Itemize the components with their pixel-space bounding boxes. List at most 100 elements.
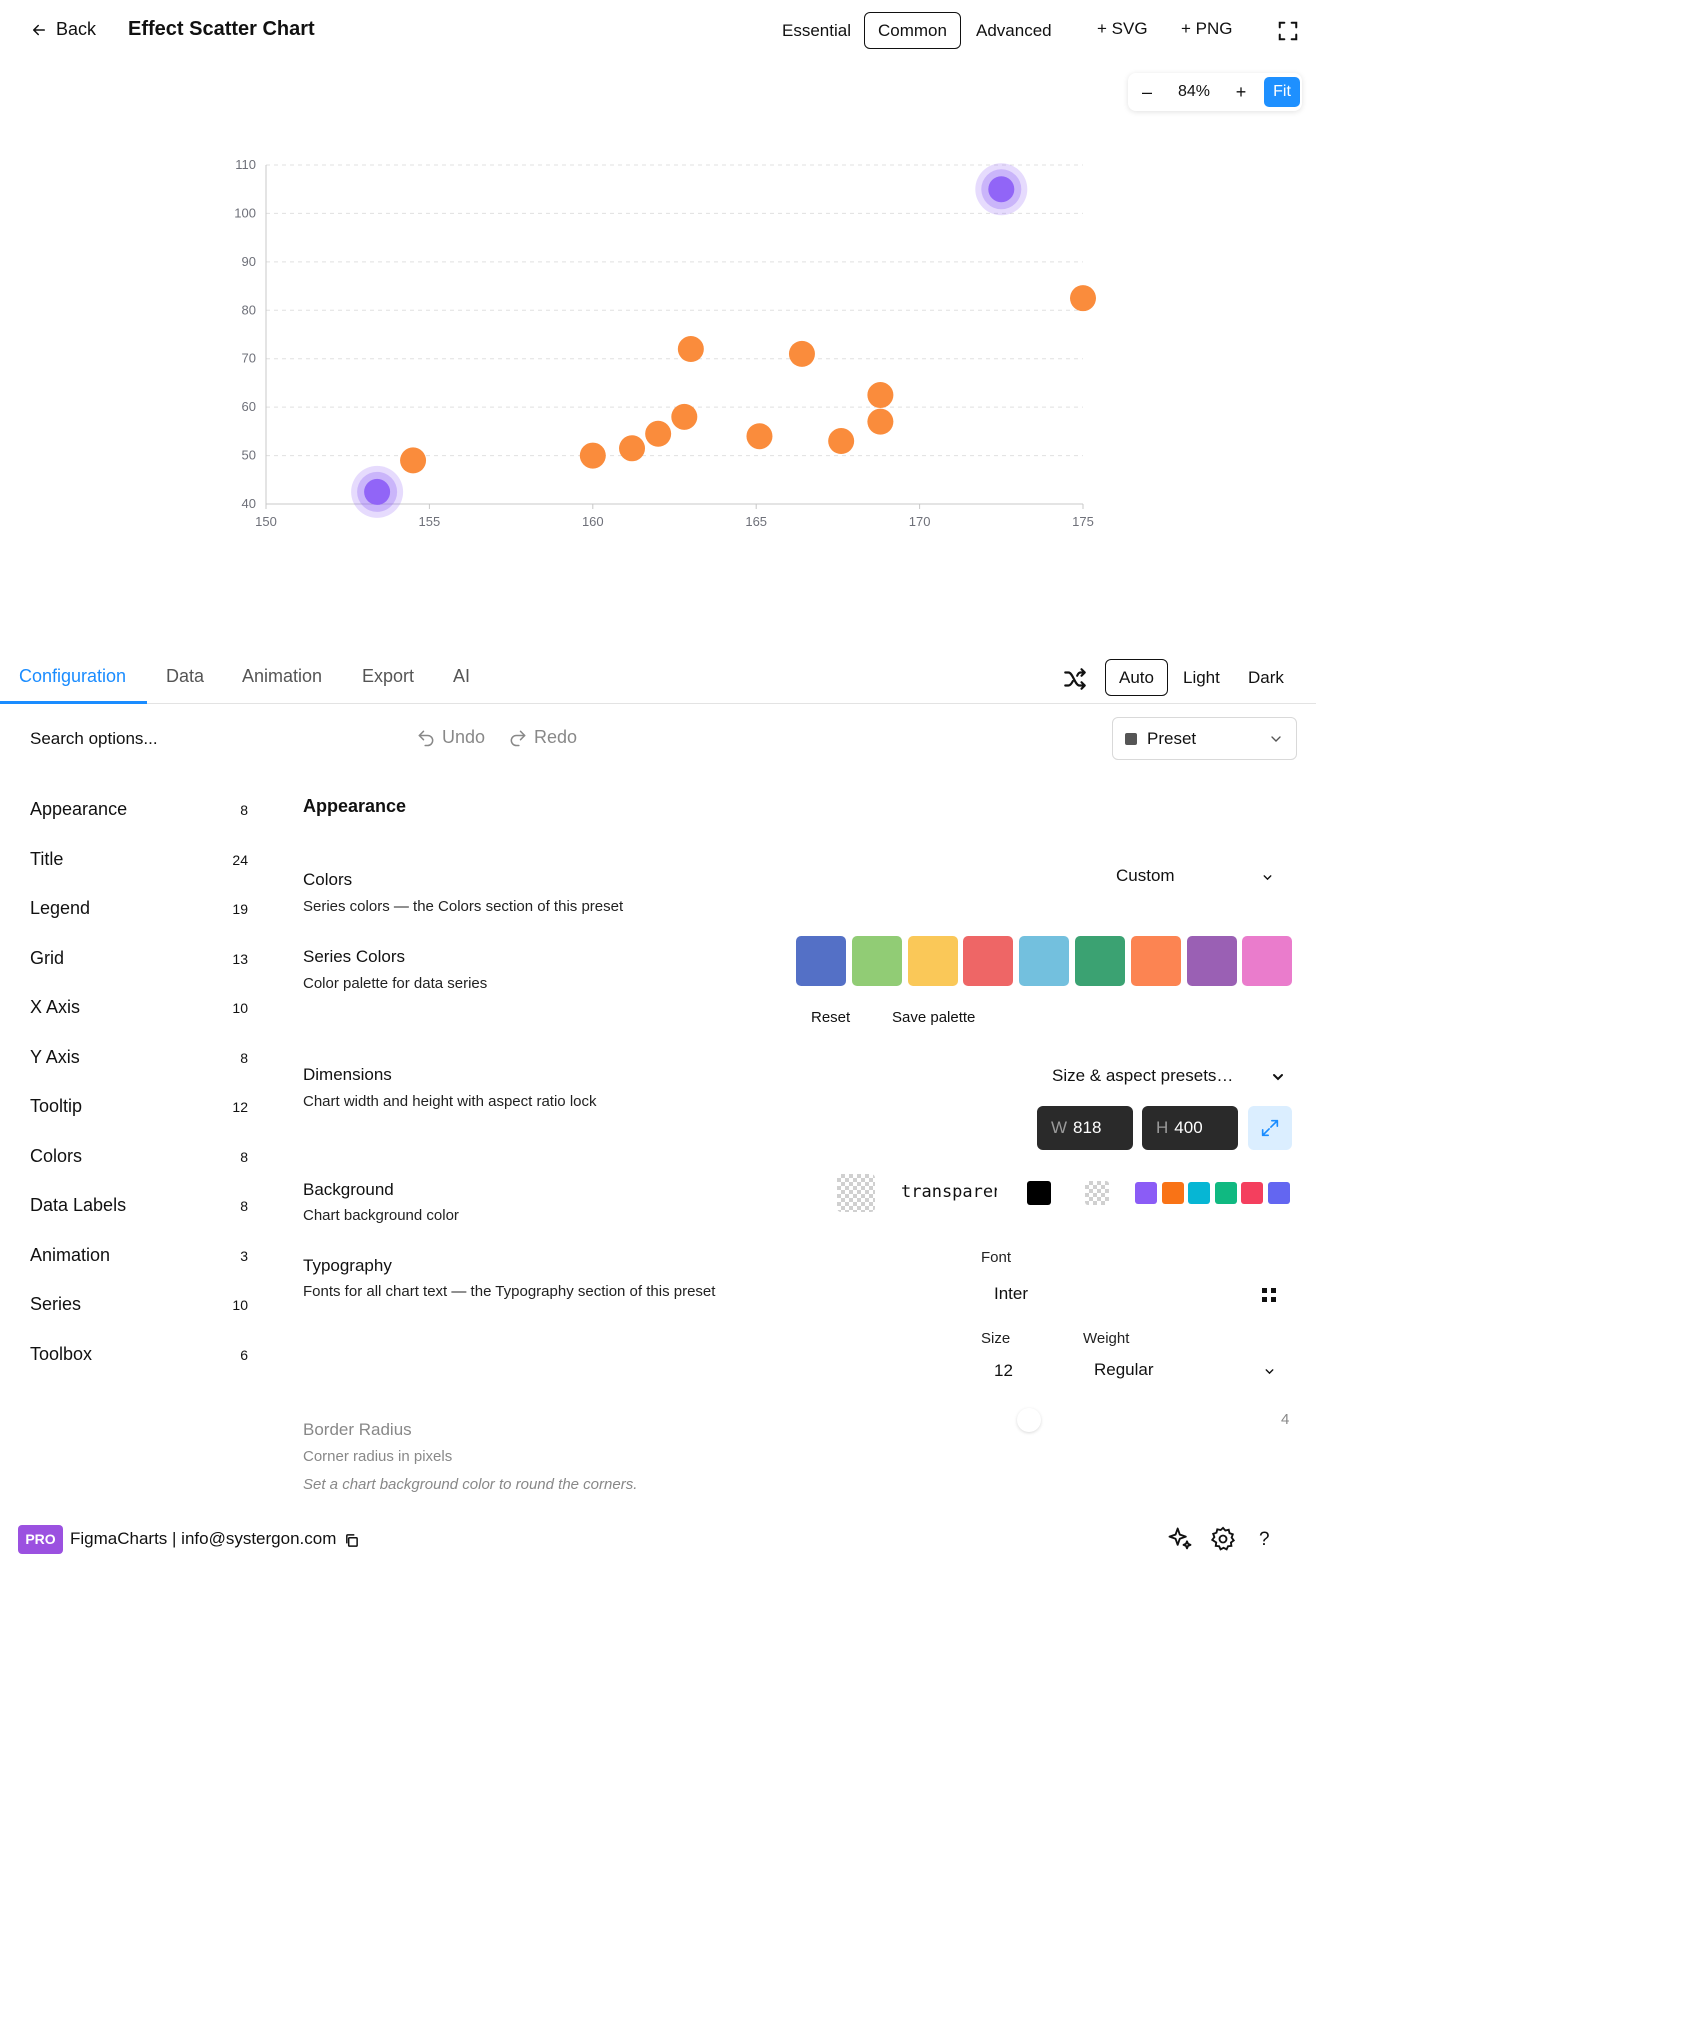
- size-presets-label: Size & aspect presets…: [1052, 1066, 1234, 1085]
- save-palette-button[interactable]: Save palette: [892, 1009, 976, 1026]
- mode-advanced[interactable]: Advanced: [976, 21, 1052, 40]
- sidebar-item-series[interactable]: Series 10: [30, 1290, 250, 1320]
- y-tick-label: 50: [242, 448, 256, 463]
- scatter-point: [645, 420, 672, 447]
- palette-swatch[interactable]: [963, 936, 1014, 986]
- height-field[interactable]: H 400: [1142, 1106, 1238, 1150]
- palette-swatch[interactable]: [1242, 936, 1293, 986]
- sidebar-item-legend[interactable]: Legend 19: [30, 894, 250, 924]
- reset-palette-button[interactable]: Reset: [811, 1009, 851, 1026]
- preset-select[interactable]: Preset: [1112, 717, 1297, 760]
- scatter-point: [677, 336, 704, 363]
- sidebar-item-count: 6: [240, 1347, 248, 1363]
- search-input[interactable]: [30, 726, 390, 752]
- expand-arrows-icon: [1261, 1119, 1279, 1137]
- palette-swatch[interactable]: [1130, 936, 1181, 986]
- gear-icon[interactable]: [1209, 1525, 1237, 1553]
- effect-point: [988, 176, 1015, 203]
- palette-swatch[interactable]: [851, 936, 902, 986]
- background-color-option[interactable]: [1135, 1182, 1157, 1204]
- background-color-swatch[interactable]: [837, 1174, 875, 1212]
- shuffle-icon[interactable]: [1062, 666, 1088, 692]
- sidebar-item-label: Title: [30, 849, 64, 869]
- palette-swatch[interactable]: [1186, 936, 1237, 986]
- help-icon[interactable]: ?: [1259, 1529, 1270, 1550]
- sidebar-item-title[interactable]: Title 24: [30, 845, 250, 875]
- sidebar-item-appearance[interactable]: Appearance 8: [30, 795, 250, 825]
- colors-select[interactable]: Custom: [1116, 866, 1282, 886]
- tab-animation[interactable]: Animation: [242, 666, 323, 686]
- sparkles-icon[interactable]: [1166, 1525, 1194, 1553]
- sidebar-item-count: 24: [232, 852, 248, 868]
- mode-essential[interactable]: Essential: [782, 21, 851, 40]
- font-weight-value: Regular: [1094, 1360, 1154, 1379]
- sidebar-item-colors[interactable]: Colors 8: [30, 1142, 250, 1172]
- scatter-point: [828, 428, 855, 455]
- tab-configuration[interactable]: Configuration: [19, 666, 127, 686]
- palette-swatch[interactable]: [796, 936, 846, 986]
- tab-ai[interactable]: AI: [453, 666, 471, 686]
- palette-swatch[interactable]: [907, 936, 958, 986]
- sidebar-item-data-labels[interactable]: Data Labels 8: [30, 1191, 250, 1221]
- y-tick-label: 80: [242, 302, 256, 317]
- fullscreen-icon[interactable]: [1277, 20, 1299, 42]
- y-tick-label: 40: [242, 496, 256, 511]
- width-field[interactable]: W 818: [1037, 1106, 1133, 1150]
- background-desc: Chart background color: [303, 1207, 459, 1224]
- copy-icon[interactable]: [344, 1533, 359, 1548]
- tab-export[interactable]: Export: [362, 666, 415, 686]
- font-select[interactable]: Inter: [994, 1284, 1029, 1303]
- scatter-point: [671, 403, 698, 430]
- sidebar-item-label: Series: [30, 1294, 82, 1314]
- background-title: Background: [303, 1180, 394, 1199]
- sidebar-item-label: Y Axis: [30, 1047, 80, 1067]
- undo-button[interactable]: Undo: [416, 727, 485, 748]
- background-color-value[interactable]: transparent: [901, 1182, 997, 1202]
- colors-title: Colors: [303, 870, 353, 889]
- redo-label: Redo: [534, 727, 578, 747]
- theme-dark[interactable]: Dark: [1248, 668, 1284, 687]
- tab-data[interactable]: Data: [166, 666, 205, 686]
- font-size-input[interactable]: 12: [994, 1361, 1013, 1380]
- x-tick-label: 150: [255, 514, 277, 529]
- grid-dots-icon[interactable]: [1262, 1288, 1276, 1302]
- zoom-fit-button[interactable]: Fit: [1264, 77, 1300, 107]
- sidebar-item-grid[interactable]: Grid 13: [30, 944, 250, 974]
- sidebar-item-tooltip[interactable]: Tooltip 12: [30, 1092, 250, 1122]
- export-svg-button[interactable]: + SVG: [1097, 19, 1148, 38]
- sidebar-item-toolbox[interactable]: Toolbox 6: [30, 1340, 250, 1370]
- sidebar-item-count: 8: [240, 802, 248, 818]
- back-button[interactable]: Back: [30, 19, 96, 40]
- redo-button[interactable]: Redo: [508, 727, 577, 748]
- x-tick-label: 175: [1072, 514, 1094, 529]
- height-value: 400: [1174, 1118, 1203, 1137]
- palette-swatch[interactable]: [1019, 936, 1070, 986]
- size-presets-select[interactable]: Size & aspect presets…: [1052, 1066, 1290, 1086]
- font-weight-select[interactable]: Regular: [1094, 1360, 1280, 1380]
- background-color-option[interactable]: [1161, 1182, 1184, 1204]
- aspect-lock-button[interactable]: [1248, 1106, 1292, 1150]
- y-tick-label: 60: [242, 399, 256, 414]
- sidebar-item-animation[interactable]: Animation 3: [30, 1241, 250, 1271]
- sidebar-item-label: Animation: [30, 1245, 111, 1265]
- background-color-option[interactable]: [1214, 1182, 1237, 1204]
- zoom-out-button[interactable]: –: [1141, 81, 1152, 102]
- background-color-option[interactable]: [1188, 1182, 1210, 1204]
- background-color-option[interactable]: [1267, 1182, 1290, 1204]
- background-color-option[interactable]: [1241, 1182, 1263, 1204]
- zoom-in-button[interactable]: +: [1235, 81, 1247, 102]
- export-png-button[interactable]: + PNG: [1181, 19, 1233, 38]
- border-radius-slider[interactable]: [1017, 1408, 1041, 1432]
- series-colors-title: Series Colors: [303, 947, 406, 966]
- background-black-option[interactable]: [1027, 1181, 1051, 1205]
- border-radius-title: Border Radius: [303, 1420, 412, 1439]
- theme-light[interactable]: Light: [1183, 668, 1220, 687]
- sidebar-item-label: X Axis: [30, 997, 81, 1017]
- mode-common[interactable]: Common: [864, 12, 961, 49]
- theme-auto[interactable]: Auto: [1105, 659, 1168, 696]
- sidebar-item-y-axis[interactable]: Y Axis 8: [30, 1043, 250, 1073]
- palette-swatch[interactable]: [1075, 936, 1125, 986]
- y-tick-label: 90: [242, 254, 256, 269]
- sidebar-item-x-axis[interactable]: X Axis 10: [30, 993, 250, 1023]
- background-transparent-option[interactable]: [1085, 1181, 1109, 1205]
